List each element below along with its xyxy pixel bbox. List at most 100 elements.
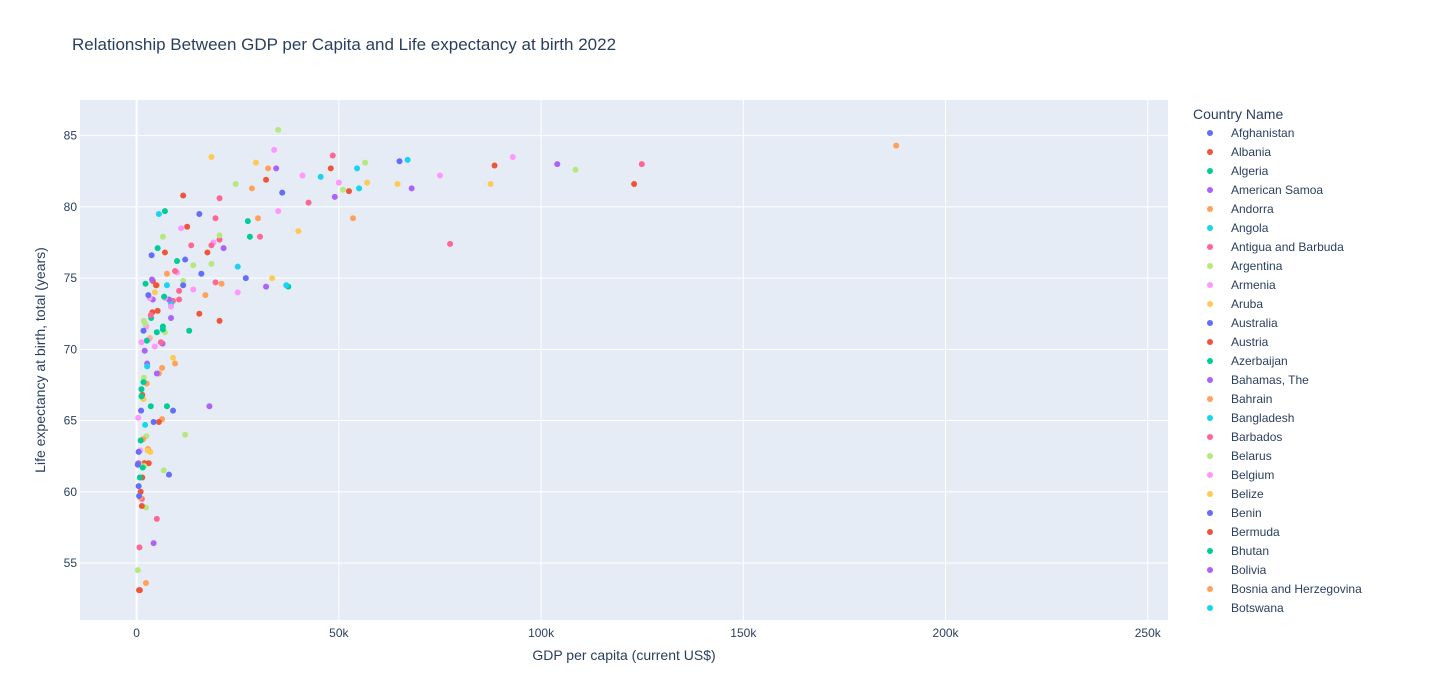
data-point[interactable] (265, 165, 272, 172)
data-point[interactable] (141, 347, 148, 354)
legend-item[interactable]: Austria (1207, 335, 1269, 349)
legend-item[interactable]: Benin (1207, 506, 1262, 520)
data-point[interactable] (178, 225, 185, 232)
data-point[interactable] (202, 292, 209, 299)
data-point[interactable] (491, 162, 498, 169)
data-point[interactable] (148, 252, 155, 259)
data-point[interactable] (136, 493, 143, 500)
data-point[interactable] (244, 218, 251, 225)
data-point[interactable] (172, 360, 179, 367)
data-point[interactable] (269, 275, 276, 282)
data-point[interactable] (142, 579, 149, 586)
legend-item[interactable]: Armenia (1207, 278, 1276, 292)
data-point[interactable] (254, 215, 261, 222)
data-point[interactable] (554, 161, 561, 168)
data-point[interactable] (631, 181, 638, 188)
data-point[interactable] (246, 233, 253, 240)
data-point[interactable] (157, 339, 164, 346)
data-point[interactable] (143, 337, 150, 344)
data-point[interactable] (218, 280, 225, 287)
plot-area[interactable] (80, 100, 1168, 620)
data-point[interactable] (159, 364, 166, 371)
data-point[interactable] (275, 208, 282, 215)
legend-item[interactable]: Afghanistan (1207, 126, 1294, 140)
data-point[interactable] (182, 431, 189, 438)
data-point[interactable] (161, 249, 168, 256)
data-point[interactable] (638, 161, 645, 168)
data-point[interactable] (136, 474, 143, 481)
data-point[interactable] (335, 179, 342, 186)
legend-item[interactable]: Botswana (1207, 601, 1284, 615)
data-point[interactable] (151, 343, 158, 350)
data-point[interactable] (155, 210, 162, 217)
data-point[interactable] (153, 370, 160, 377)
data-point[interactable] (168, 314, 175, 321)
data-point[interactable] (190, 286, 197, 293)
data-point[interactable] (138, 393, 145, 400)
legend-item[interactable]: Aruba (1207, 297, 1263, 311)
data-point[interactable] (509, 153, 516, 160)
data-point[interactable] (186, 327, 193, 334)
data-point[interactable] (151, 289, 158, 296)
data-point[interactable] (356, 185, 363, 192)
data-point[interactable] (271, 146, 278, 153)
data-point[interactable] (331, 193, 338, 200)
data-point[interactable] (893, 142, 900, 149)
data-point[interactable] (408, 185, 415, 192)
data-point[interactable] (180, 277, 187, 284)
data-point[interactable] (299, 172, 306, 179)
data-point[interactable] (188, 242, 195, 249)
legend-item[interactable]: Bhutan (1207, 544, 1269, 558)
legend-item[interactable]: Argentina (1207, 259, 1283, 273)
data-point[interactable] (252, 159, 259, 166)
data-point[interactable] (216, 195, 223, 202)
legend-item[interactable]: Bosnia and Herzegovina (1207, 582, 1362, 596)
data-point[interactable] (138, 407, 145, 414)
data-point[interactable] (283, 282, 290, 289)
data-point[interactable] (176, 296, 183, 303)
data-point[interactable] (242, 275, 249, 282)
data-point[interactable] (263, 176, 270, 183)
data-point[interactable] (263, 283, 270, 290)
legend-item[interactable]: Andorra (1207, 202, 1274, 216)
data-point[interactable] (140, 379, 147, 386)
legend-item[interactable]: Albania (1207, 145, 1271, 159)
data-point[interactable] (362, 159, 369, 166)
data-point[interactable] (168, 303, 175, 310)
data-point[interactable] (155, 418, 162, 425)
data-point[interactable] (220, 245, 227, 252)
data-point[interactable] (147, 403, 154, 410)
data-point[interactable] (147, 312, 154, 319)
legend-item[interactable]: Azerbaijan (1207, 354, 1288, 368)
data-point[interactable] (487, 181, 494, 188)
data-point[interactable] (206, 403, 213, 410)
legend-item[interactable]: Antigua and Barbuda (1207, 240, 1344, 254)
data-point[interactable] (154, 245, 161, 252)
data-point[interactable] (140, 327, 147, 334)
data-point[interactable] (394, 181, 401, 188)
legend-item[interactable]: Barbados (1207, 430, 1282, 444)
data-point[interactable] (345, 188, 352, 195)
data-point[interactable] (170, 354, 177, 361)
data-point[interactable] (163, 282, 170, 289)
data-point[interactable] (339, 186, 346, 193)
data-point[interactable] (364, 179, 371, 186)
data-point[interactable] (329, 152, 336, 159)
data-point[interactable] (163, 403, 170, 410)
legend-item[interactable]: Bolivia (1207, 563, 1267, 577)
legend-item[interactable]: Algeria (1207, 164, 1269, 178)
data-point[interactable] (138, 386, 145, 393)
legend-item[interactable]: Angola (1207, 221, 1269, 235)
data-point[interactable] (172, 267, 179, 274)
data-point[interactable] (145, 292, 152, 299)
data-point[interactable] (198, 270, 205, 277)
data-point[interactable] (275, 126, 282, 133)
data-point[interactable] (208, 153, 215, 160)
legend-item[interactable]: Belize (1207, 487, 1264, 501)
data-point[interactable] (176, 287, 183, 294)
data-point[interactable] (327, 165, 334, 172)
data-point[interactable] (234, 289, 241, 296)
data-point[interactable] (279, 189, 286, 196)
data-point[interactable] (160, 467, 167, 474)
data-point[interactable] (134, 567, 141, 574)
